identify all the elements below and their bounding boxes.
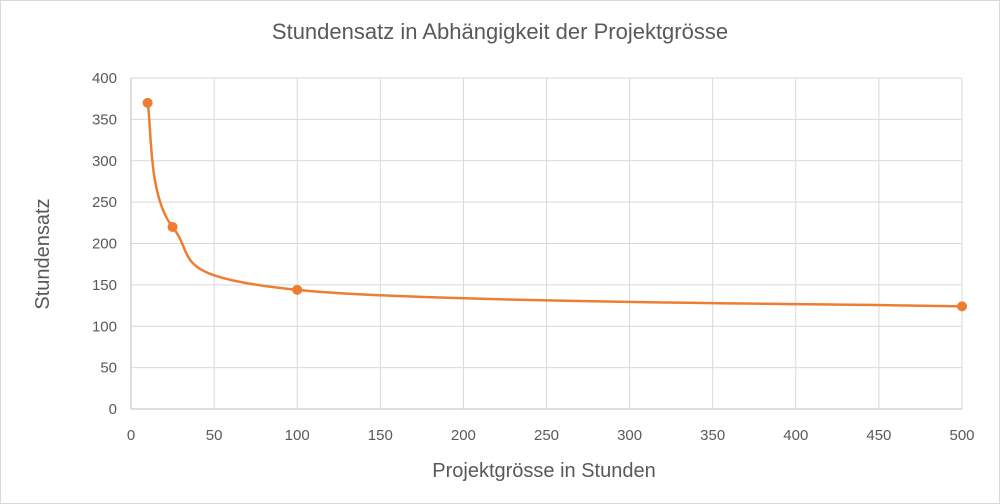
y-tick-label-5: 250 — [92, 194, 117, 211]
x-tick-label-6: 300 — [617, 427, 642, 444]
y-tick-label-1: 50 — [100, 360, 117, 377]
y-axis-title: Stundensatz — [32, 198, 54, 309]
x-tick-label-0: 0 — [127, 427, 135, 444]
y-tick-label-7: 350 — [92, 111, 117, 128]
data-point-1 — [167, 221, 178, 232]
x-tick-label-7: 350 — [700, 427, 725, 444]
y-tick-label-2: 100 — [92, 318, 117, 335]
y-tick-label-8: 400 — [92, 70, 117, 87]
grid — [130, 77, 963, 410]
x-axis-ticks: 0 50 100 150 200 250 300 350 400 450 500 — [127, 427, 975, 444]
x-tick-label-1: 50 — [206, 427, 223, 444]
data-point-0 — [142, 97, 153, 108]
x-axis-title: Projektgrösse in Stunden — [432, 460, 655, 482]
y-axis-ticks: 0 50 100 150 200 250 300 350 400 — [92, 70, 117, 418]
x-tick-label-2: 100 — [285, 427, 310, 444]
x-tick-label-3: 150 — [368, 427, 393, 444]
y-tick-label-4: 200 — [92, 236, 117, 253]
y-tick-label-3: 150 — [92, 277, 117, 294]
data-points — [142, 97, 967, 312]
x-tick-label-5: 250 — [534, 427, 559, 444]
x-tick-label-4: 200 — [451, 427, 476, 444]
x-tick-label-8: 400 — [783, 427, 808, 444]
data-point-2 — [292, 284, 303, 295]
series-line — [146, 102, 963, 308]
x-tick-label-9: 450 — [866, 427, 891, 444]
y-tick-label-6: 300 — [92, 153, 117, 170]
data-point-3 — [957, 301, 967, 312]
x-tick-label-10: 500 — [949, 427, 974, 444]
y-tick-label-0: 0 — [109, 401, 117, 418]
chart-title: Stundensatz in Abhängigkeit der Projektg… — [272, 19, 728, 44]
